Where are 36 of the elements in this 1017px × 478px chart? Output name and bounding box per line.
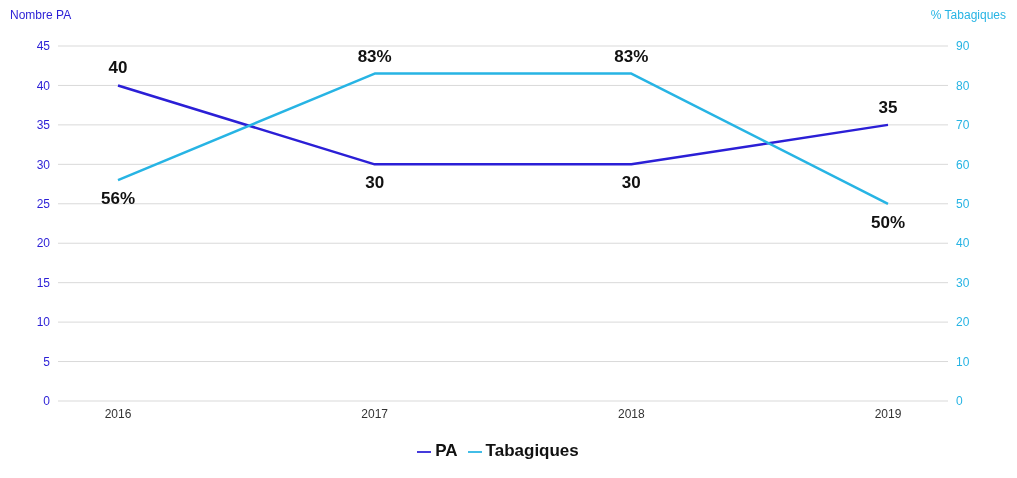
data-label: 83% [357,46,392,66]
y-tick-label: 0 [43,394,51,409]
y2-axis-title: % Tabagiques [930,8,1006,24]
legend-label: Tabagiques [485,441,579,460]
y-tick-label: 10 [36,315,51,330]
y2-tick-label: 20 [956,315,970,330]
y2-tick-label: 50 [956,197,970,212]
x-tick-label: 2016 [104,406,132,421]
data-label: 83% [614,46,649,66]
data-label: 56% [100,189,136,209]
y-tick-label: 25 [36,197,51,212]
y-axis-title: Nombre PA [10,8,72,24]
y2-tick-label: 80 [956,78,970,93]
y-tick-label: 30 [36,157,51,172]
data-label: 30 [621,173,641,193]
y-tick-label: 45 [36,39,51,54]
x-tick-label: 2017 [361,406,389,421]
y-tick-label: 35 [36,118,51,133]
y2-tick-label: 10 [956,354,970,369]
y-tick-label: 15 [36,275,51,290]
y2-tick-label: 40 [956,236,970,251]
y-tick-label: 40 [36,78,51,93]
x-tick-label: 2018 [617,406,645,421]
x-tick-label: 2019 [874,406,902,421]
y-tick-label: 20 [36,236,51,251]
y2-tick-label: 30 [956,275,970,290]
y2-tick-label: 60 [956,157,970,172]
data-label: 50% [870,212,906,232]
y-tick-label: 5 [43,354,51,369]
y2-tick-label: 90 [956,39,970,54]
legend-label: PA [435,441,458,460]
data-label: 30 [365,173,385,193]
y2-tick-label: 0 [956,394,963,409]
y2-tick-label: 70 [956,118,970,133]
data-label: 35 [878,97,898,117]
data-label: 40 [108,58,128,78]
